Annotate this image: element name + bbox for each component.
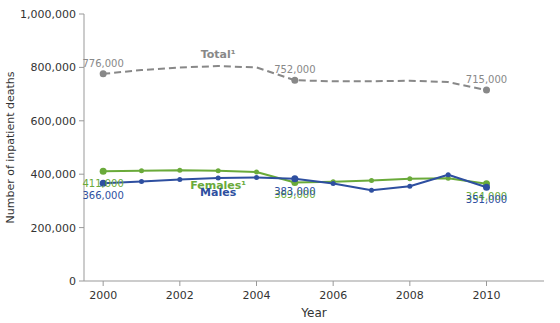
plot-area [100,66,490,193]
data-label: 715,000 [466,74,507,85]
data-label: 366,000 [82,190,123,201]
y-tick-label: 0 [69,275,76,288]
point [100,168,107,175]
y-tick-label: 400,000 [31,168,77,181]
point [483,184,490,191]
x-axis-line [84,281,544,282]
y-tick-label: 800,000 [31,61,77,74]
y-tick [79,14,84,15]
x-tick-label: 2006 [319,289,347,302]
y-tick-label: 600,000 [31,115,77,128]
data-label: 776,000 [82,58,123,69]
labels: 776,000752,000715,000Total¹411,000369,00… [82,48,507,205]
point [291,175,298,182]
point [446,172,451,177]
point [407,184,412,189]
series-label: Total¹ [201,48,236,61]
x-tick [256,281,257,286]
point [177,168,182,173]
y-tick [79,227,84,228]
series-line [103,170,486,184]
x-tick [103,281,104,286]
x-tick-label: 2000 [89,289,117,302]
point [100,70,107,77]
series-label: Males [200,186,237,199]
chart: 0 200,000 400,000 600,000 800,000 1,000,000 20… [0,0,560,323]
point [369,188,374,193]
y-tick [79,120,84,121]
background [0,0,560,323]
y-tick [79,174,84,175]
y-tick-label: 200,000 [31,222,77,235]
y-axis-title: Number of inpatient deaths [4,71,17,223]
data-label: 752,000 [274,64,315,75]
data-label: 383,000 [274,186,315,197]
data-label: 411,000 [82,178,123,189]
y-tick [79,281,84,282]
point [139,168,144,173]
point [407,176,412,181]
point [291,77,298,84]
point [139,179,144,184]
x-axis-title: Year [300,306,326,320]
x-tick [179,281,180,286]
point [177,177,182,182]
point [369,178,374,183]
y-axis-line [84,14,85,281]
data-label: 351,000 [466,194,507,205]
point [254,175,259,180]
x-tick-label: 2002 [166,289,194,302]
x-tick-label: 2010 [473,289,501,302]
point [254,170,259,175]
x-tick-label: 2004 [243,289,271,302]
point [483,87,490,94]
point [331,181,336,186]
point [216,168,221,173]
y-tick-label: 1,000,000 [20,8,76,21]
x-tick [486,281,487,286]
x-tick [333,281,334,286]
x-tick [409,281,410,286]
x-tick-label: 2008 [396,289,424,302]
